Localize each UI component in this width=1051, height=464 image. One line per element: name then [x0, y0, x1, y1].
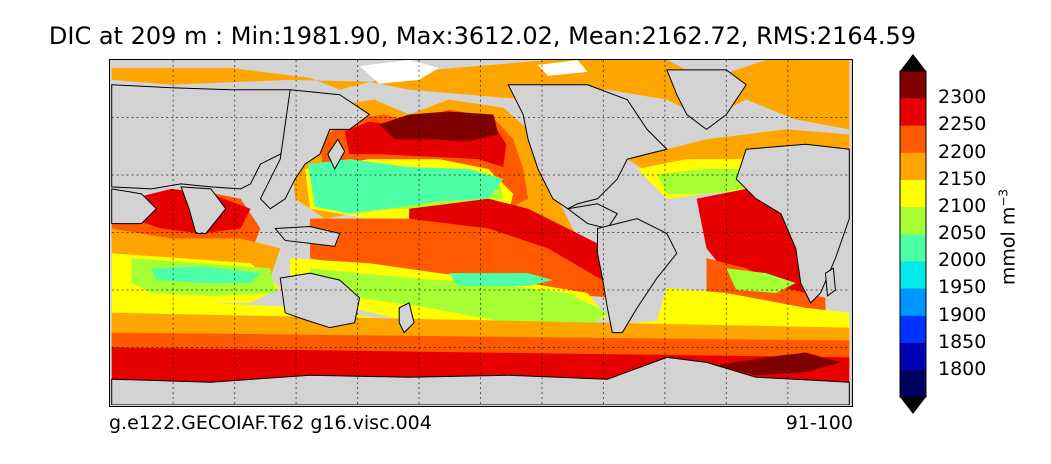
arabia-africa-east [111, 188, 158, 225]
ocean-map [109, 59, 853, 407]
colorbar-tick-label: 1850 [938, 330, 987, 353]
year-range: 91-100 [785, 412, 853, 434]
colorbar-segment [900, 71, 926, 99]
arctic-sea-ice [359, 60, 588, 84]
colorbar-segment [900, 206, 926, 235]
new-zealand [398, 302, 415, 334]
japan [327, 138, 346, 171]
colorbar-tick-label: 2150 [938, 167, 987, 190]
south-america [596, 218, 678, 334]
graticule [111, 60, 850, 405]
north-pacific-max [379, 111, 499, 142]
north-america [507, 84, 668, 210]
colorbar-segment [900, 342, 926, 371]
south-pacific-lightgreen [309, 268, 608, 328]
colorbar [899, 54, 927, 414]
colorbar-min-arrow [900, 397, 926, 414]
map-title: DIC at 209 m : Min:1981.90, Max:3612.02,… [48, 22, 917, 50]
central-america [566, 203, 619, 230]
indian-ocean-gyre [151, 266, 261, 284]
colorbar-tick-label: 2100 [938, 194, 987, 217]
colorbar-segment [900, 179, 926, 208]
colorbar-segments [900, 71, 926, 398]
colorbar-tick-label: 2250 [938, 113, 987, 136]
weddell-max [716, 352, 841, 376]
case-name: g.e122.GECOIAF.T62 g16.visc.004 [109, 412, 432, 434]
arctic-ocean [111, 60, 850, 130]
colorbar-segment [900, 152, 926, 180]
india [180, 186, 227, 234]
south-pacific-gyre [448, 273, 553, 287]
eurasia-west [111, 84, 301, 190]
colorbar-segment [900, 125, 926, 153]
colorbar-outline [899, 70, 927, 398]
colorbar-tick-label: 2000 [938, 249, 987, 272]
maritime-continent [274, 226, 341, 247]
colorbar-segment [900, 315, 926, 343]
colorbar-tick-label: 2200 [938, 140, 987, 163]
north-pacific-gyre [308, 159, 504, 214]
colorbar-tick-label: 2050 [938, 222, 987, 244]
colorbar-tick-label: 1800 [938, 357, 987, 380]
colorbar-max-arrow [900, 54, 926, 71]
colorbar-tick-label: 1950 [938, 276, 987, 299]
colorbar-segment [900, 288, 926, 316]
australia [279, 272, 361, 329]
colorbar-segment [900, 98, 926, 126]
colorbar-segment [900, 261, 926, 289]
dic-contour-map [111, 60, 850, 405]
colorbar-segment [900, 369, 926, 398]
colorbar-segment [900, 234, 926, 262]
colorbar-tick-label: 1900 [938, 303, 987, 326]
africa [735, 143, 850, 304]
south-atlantic-green [726, 268, 796, 293]
colorbar-units: mmol m−3 [996, 188, 1020, 286]
colorbar-tick-label: 2300 [938, 86, 987, 109]
